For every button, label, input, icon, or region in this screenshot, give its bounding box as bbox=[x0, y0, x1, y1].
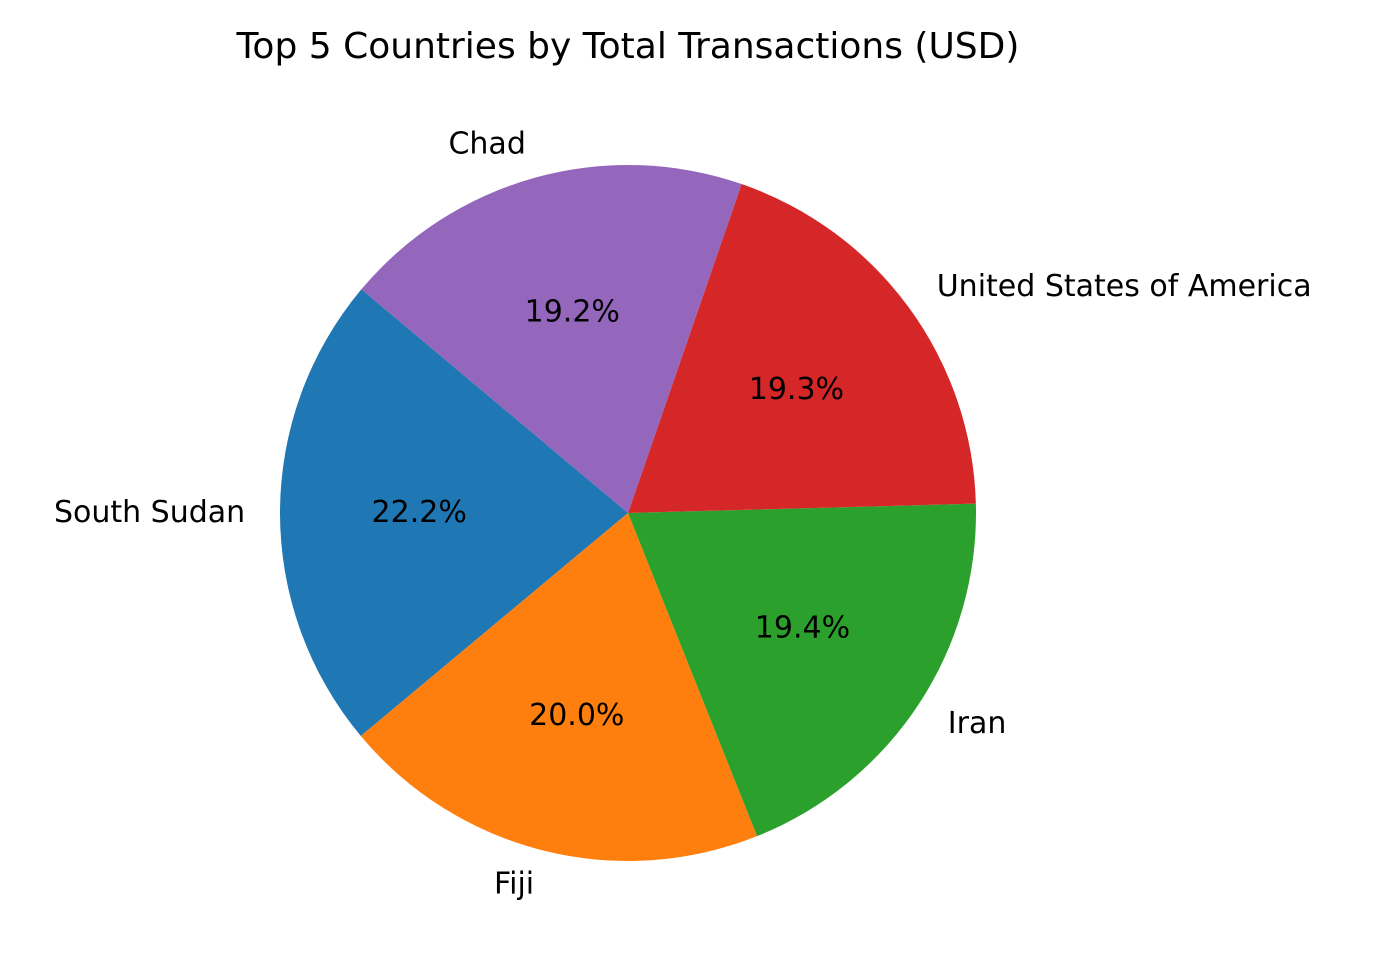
percent-label-chad: 19.2% bbox=[525, 294, 620, 329]
pie-percent-labels: 22.2% 20.0% 19.4% 19.3% 19.2% bbox=[372, 294, 851, 733]
chart-title: Top 5 Countries by Total Transactions (U… bbox=[236, 26, 1020, 67]
pie-slice-fiji bbox=[360, 513, 758, 861]
pie-slice-south-sudan bbox=[279, 289, 628, 736]
category-label-united-states-of-america: United States of America bbox=[937, 269, 1312, 304]
category-label-iran: Iran bbox=[948, 706, 1007, 741]
pie-category-labels: South Sudan Fiji Iran United States of Amer… bbox=[54, 127, 1312, 902]
pie-slices bbox=[279, 165, 977, 861]
percent-label-south-sudan: 22.2% bbox=[372, 495, 467, 530]
percent-label-iran: 19.4% bbox=[755, 610, 850, 645]
pie-slice-iran bbox=[628, 503, 977, 837]
pie-slice-chad bbox=[361, 165, 742, 514]
category-label-fiji: Fiji bbox=[494, 867, 534, 902]
percent-label-united-states-of-america: 19.3% bbox=[749, 372, 844, 407]
pie-slice-united-states-of-america bbox=[628, 184, 976, 513]
percent-label-fiji: 20.0% bbox=[529, 698, 624, 733]
category-label-chad: Chad bbox=[448, 127, 525, 162]
category-label-south-sudan: South Sudan bbox=[54, 495, 245, 530]
